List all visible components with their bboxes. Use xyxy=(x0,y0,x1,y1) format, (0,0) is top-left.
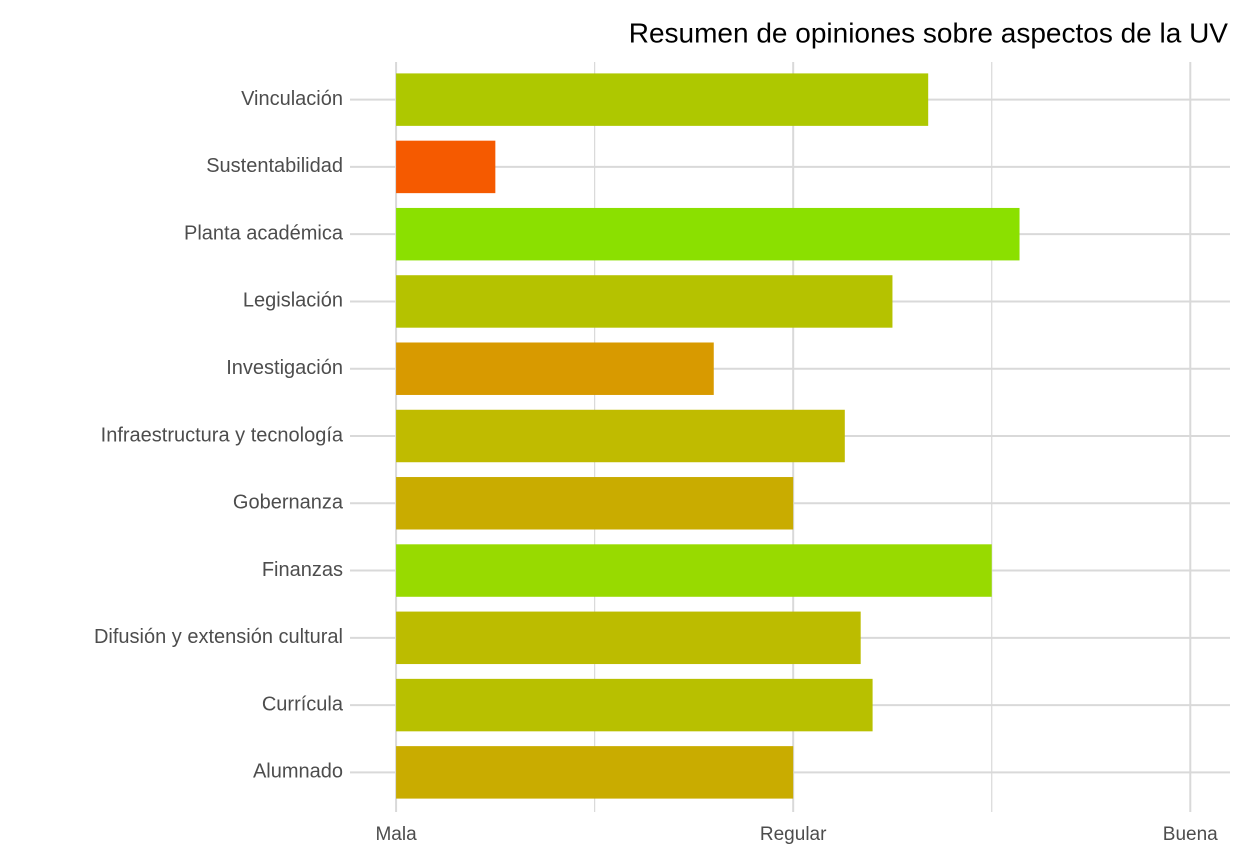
bar xyxy=(396,140,496,194)
x-tick-label: Regular xyxy=(760,824,827,845)
bar xyxy=(396,409,845,463)
bar xyxy=(396,73,929,126)
bar xyxy=(396,746,794,799)
y-tick-label: Infraestructura y tecnología xyxy=(101,424,344,446)
y-tick-label: Difusión y extensión cultural xyxy=(94,626,343,648)
y-tick-label: Finanzas xyxy=(262,559,343,581)
bar xyxy=(396,342,714,395)
bar xyxy=(396,678,873,732)
y-tick-label: Alumnado xyxy=(253,761,343,783)
x-tick-label: Buena xyxy=(1163,824,1218,845)
bar xyxy=(396,275,893,328)
y-tick-label: Currícula xyxy=(262,693,344,715)
bar xyxy=(396,207,1020,261)
bar xyxy=(396,611,861,665)
y-tick-label: Gobernanza xyxy=(233,492,344,514)
y-tick-label: Sustentabilidad xyxy=(206,155,343,177)
bar xyxy=(396,477,794,530)
bar xyxy=(396,544,992,597)
y-tick-label: Investigación xyxy=(226,357,343,379)
y-tick-label: Planta académica xyxy=(184,222,344,244)
x-tick-label: Mala xyxy=(375,824,417,845)
chart-title: Resumen de opiniones sobre aspectos de l… xyxy=(629,17,1229,48)
y-tick-label: Vinculación xyxy=(241,88,343,110)
y-tick-label: Legislación xyxy=(243,290,343,312)
